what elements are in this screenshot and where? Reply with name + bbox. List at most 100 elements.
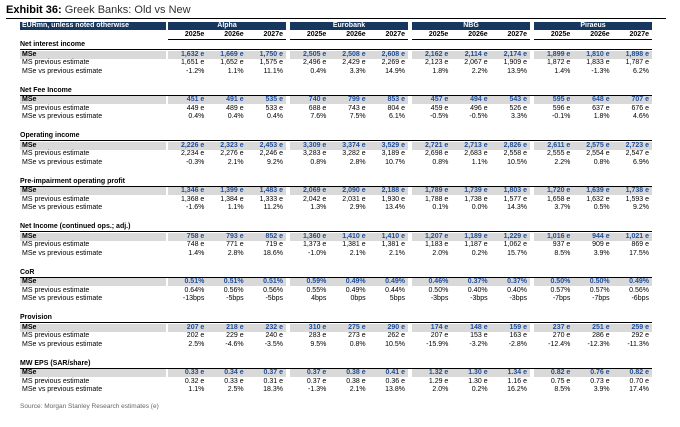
cell: 207 e — [430, 332, 449, 339]
row-shade — [290, 278, 408, 286]
cell: 1,384 e — [220, 195, 244, 203]
row-label: MS previous estimate — [22, 241, 90, 248]
cell: 0.51% — [263, 278, 283, 285]
cell: 3,529 e — [381, 141, 405, 149]
cell: 3,189 e — [381, 150, 405, 157]
cell: 688 e — [308, 104, 327, 112]
row-label: MSe vs previous estimate — [22, 295, 103, 302]
cell: 676 e — [631, 104, 649, 112]
cell: 1,810 e — [586, 50, 610, 58]
cell: 2,608 e — [381, 50, 405, 58]
cell: 153 e — [470, 332, 488, 339]
cell: -1.6% — [186, 204, 205, 211]
cell: 8.5% — [554, 386, 571, 393]
cell: 451 e — [186, 96, 205, 103]
section-title: Net interest income — [20, 41, 85, 48]
cell: 2,698 e — [424, 150, 449, 157]
cell: 1,575 e — [259, 59, 283, 66]
cell: 0.46% — [428, 278, 449, 285]
cell: 1,788 e — [424, 195, 449, 203]
cell: 0.8% — [593, 158, 610, 166]
cell: 0.32 e — [184, 377, 205, 385]
section-title: Net Fee Income — [20, 86, 72, 94]
cell: 13.9% — [507, 67, 527, 75]
cell: -7bps — [552, 295, 571, 302]
cell: 0.37 e — [263, 369, 283, 376]
section-rule — [20, 276, 652, 278]
section-rule — [20, 367, 652, 369]
cell: 2.0% — [432, 249, 449, 257]
cell: 0.37 e — [306, 369, 327, 376]
cell: 0.4% — [267, 113, 283, 120]
cell: 852 e — [265, 232, 283, 240]
row-shade — [168, 369, 286, 377]
row-shade — [290, 141, 408, 150]
cell: 3,283 e — [302, 150, 327, 157]
cell: 0.5% — [593, 204, 610, 211]
cell: 1.1% — [227, 204, 244, 211]
cell: -12.3% — [587, 340, 610, 348]
cell: 251 e — [592, 323, 610, 331]
year-label: 2026e — [451, 31, 491, 40]
cell: 0.2% — [471, 386, 488, 393]
bank-name: Piraeus — [534, 22, 652, 30]
title-rule — [6, 18, 666, 19]
cell: 944 e — [592, 232, 610, 240]
cell: 1,632 e — [180, 50, 205, 58]
row-label: MSe vs previous estimate — [22, 386, 103, 393]
row-label: MSe vs previous estimate — [22, 340, 103, 348]
row-shade — [534, 50, 652, 59]
year-label: 2025e — [168, 31, 208, 40]
cell: 1,016 e — [546, 232, 571, 240]
cell: 1,739 e — [464, 187, 488, 194]
row-shade — [168, 96, 286, 104]
cell: 2,713 e — [464, 141, 488, 149]
cell: 229 e — [226, 332, 244, 339]
row-label: MSe — [20, 96, 166, 104]
cell: 1.1% — [188, 386, 205, 393]
cell: 0.38 e — [346, 377, 366, 385]
cell: 2,234 e — [180, 150, 205, 157]
cell: 3,282 e — [342, 150, 366, 157]
row-label: MSe vs previous estimate — [22, 249, 103, 257]
cell: -4.6% — [225, 340, 244, 348]
cell: 3.3% — [349, 67, 366, 75]
cell: 637 e — [592, 104, 610, 112]
cell: 2.8% — [349, 158, 366, 166]
cell: -11.3% — [627, 340, 649, 348]
cell: 270 e — [552, 332, 571, 339]
year-label: 2027e — [612, 31, 652, 40]
cell: 6.2% — [633, 67, 649, 75]
bank-name: Alpha — [168, 22, 286, 30]
cell: 535 e — [265, 96, 283, 103]
cell: 1,410 e — [342, 232, 366, 240]
cell: 2,323 e — [220, 141, 244, 149]
bank-name: NBG — [412, 22, 530, 30]
cell: 0.49% — [385, 278, 405, 285]
cell: 2.0% — [432, 386, 449, 393]
cell: 1.30 e — [468, 377, 488, 385]
cell: 1,399 e — [220, 187, 244, 194]
row-label: MS previous estimate — [22, 377, 90, 385]
cell: 2,246 e — [259, 150, 283, 157]
cell: 1,381 e — [381, 241, 405, 248]
section-title: Net Income (continued ops.; adj.) — [20, 223, 131, 230]
cell: 459 e — [430, 104, 449, 112]
cell: 740 e — [308, 96, 327, 103]
cell: 595 e — [552, 96, 571, 103]
cell: 275 e — [348, 323, 366, 331]
cell: 2,067 e — [464, 59, 488, 66]
cell: 0bps — [350, 295, 366, 302]
cell: 3,374 e — [342, 141, 366, 149]
cell: 3.9% — [593, 249, 610, 257]
row-label: MS previous estimate — [22, 150, 90, 157]
row-shade — [290, 232, 408, 241]
cell: 0.4% — [188, 113, 205, 120]
exhibit-title: Exhibit 36: Greek Banks: Old vs New — [6, 4, 191, 17]
cell: 449 e — [186, 104, 205, 112]
cell: 0.73 e — [590, 377, 610, 385]
cell: 3.3% — [511, 113, 527, 120]
cell: 0.76 e — [590, 369, 610, 376]
cell: 163 e — [509, 332, 527, 339]
cell: 2,547 e — [625, 150, 649, 157]
